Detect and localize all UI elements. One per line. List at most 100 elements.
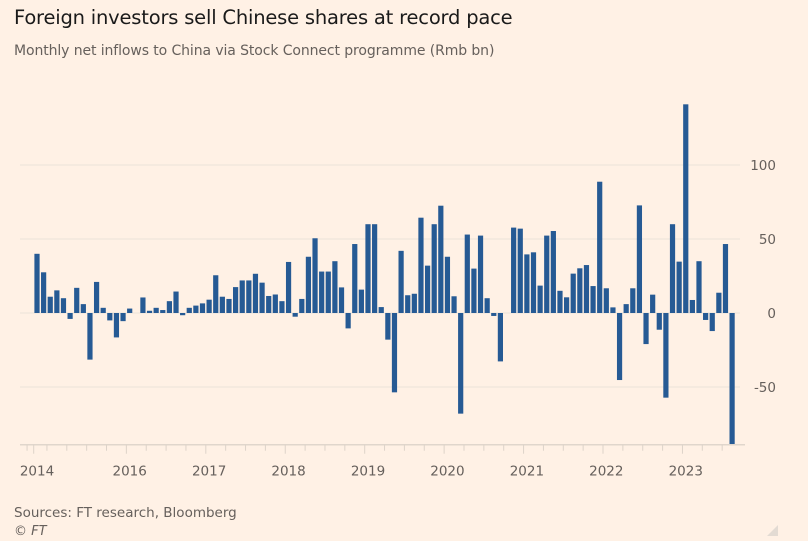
x-tick-label: 2021 — [510, 464, 544, 480]
bar — [246, 280, 252, 313]
x-axis-labels: 2014 2016 2017 2018 2019 2020 2021 2022 2023 — [20, 464, 703, 480]
bar — [305, 256, 312, 313]
y-tick-label: -50 — [754, 380, 776, 396]
x-axis — [20, 443, 745, 454]
x-tick-label: 2023 — [669, 464, 703, 480]
y-tick-label: 50 — [759, 232, 776, 248]
bar — [312, 238, 318, 313]
bar — [272, 294, 278, 313]
bar — [464, 234, 470, 313]
bar — [676, 261, 682, 313]
bar — [424, 265, 431, 313]
bar — [74, 287, 80, 313]
bar — [193, 305, 199, 313]
bar — [239, 280, 245, 313]
bar — [358, 289, 364, 313]
bar — [530, 252, 537, 313]
bar — [292, 313, 298, 317]
bar — [544, 235, 550, 313]
bar — [709, 313, 715, 332]
bar — [577, 268, 583, 313]
bar — [160, 310, 166, 313]
bar — [458, 313, 464, 414]
bar — [431, 224, 437, 313]
bar — [610, 307, 616, 313]
bar — [113, 313, 120, 338]
bar — [438, 205, 444, 313]
bar — [180, 313, 186, 316]
bar — [603, 288, 609, 313]
bar — [391, 313, 398, 393]
bar — [729, 313, 735, 445]
bar — [226, 298, 232, 313]
bar — [93, 281, 100, 313]
bar — [332, 261, 338, 313]
bar — [146, 310, 153, 313]
bar — [338, 287, 345, 313]
gridlines — [20, 164, 740, 388]
bar — [471, 268, 477, 313]
bar — [650, 294, 656, 313]
bar — [54, 290, 60, 313]
bar — [517, 228, 523, 313]
bar — [325, 271, 331, 313]
bar — [206, 299, 212, 313]
bar — [444, 256, 451, 313]
y-tick-label: 100 — [750, 158, 776, 174]
bar — [153, 307, 159, 313]
resize-handle-icon[interactable] — [767, 525, 778, 536]
bar — [107, 313, 113, 321]
bar — [385, 313, 391, 340]
source-note: Sources: FT research, Bloomberg — [14, 505, 237, 521]
bar — [173, 291, 179, 313]
bar — [583, 265, 590, 313]
bar — [703, 313, 709, 320]
bar — [34, 253, 40, 313]
x-tick-label: 2017 — [192, 464, 226, 480]
y-axis-labels: 100 50 0 -50 — [750, 158, 776, 396]
y-tick-label: 0 — [767, 306, 776, 322]
bar — [285, 261, 292, 313]
bar — [87, 313, 93, 360]
bar — [352, 244, 358, 313]
bar — [41, 272, 47, 313]
bar — [630, 288, 636, 313]
bar — [120, 313, 126, 322]
bar — [319, 271, 325, 313]
bar — [233, 287, 239, 313]
bar — [597, 181, 603, 313]
bar — [365, 224, 371, 313]
bar — [127, 308, 133, 313]
chart-subtitle: Monthly net inflows to China via Stock C… — [14, 43, 495, 59]
bar — [511, 227, 517, 313]
bar — [451, 296, 457, 313]
bars — [34, 104, 735, 445]
bar — [477, 235, 484, 313]
bar — [67, 313, 73, 319]
bar — [345, 313, 351, 329]
x-tick-label: 2018 — [271, 464, 305, 480]
bar — [213, 275, 219, 313]
bar — [616, 313, 623, 381]
bar — [199, 303, 206, 313]
bar — [60, 298, 67, 313]
bar — [299, 298, 305, 313]
bar — [140, 297, 146, 313]
x-tick-label: 2020 — [430, 464, 464, 480]
bar — [405, 295, 411, 313]
bar — [722, 244, 729, 313]
bar — [80, 304, 86, 313]
bar — [279, 301, 285, 313]
bar — [372, 224, 378, 313]
bar — [537, 285, 543, 313]
bar — [570, 273, 576, 313]
bar — [564, 297, 570, 313]
bar — [590, 286, 596, 313]
x-tick-label: 2022 — [589, 464, 623, 480]
x-tick-label: 2014 — [20, 464, 54, 480]
bar — [550, 231, 556, 313]
x-tick-label: 2019 — [351, 464, 385, 480]
bar — [484, 298, 490, 313]
bar — [47, 296, 53, 313]
